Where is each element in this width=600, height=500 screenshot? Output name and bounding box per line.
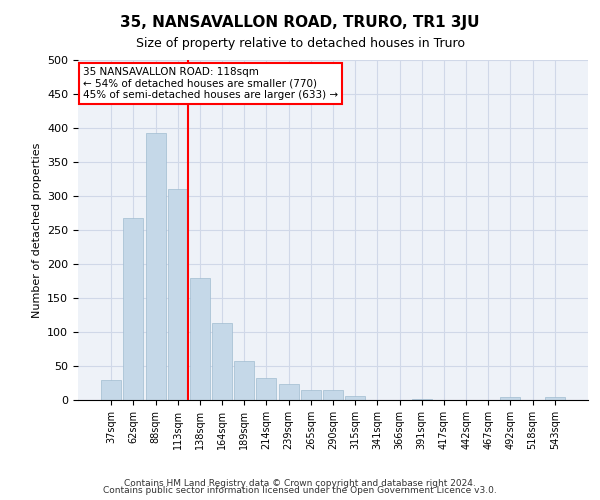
Bar — [146, 134, 166, 400]
Bar — [234, 361, 254, 400]
Bar — [256, 378, 277, 400]
Bar — [323, 390, 343, 400]
Bar — [124, 218, 143, 400]
Text: 35, NANSAVALLON ROAD, TRURO, TR1 3JU: 35, NANSAVALLON ROAD, TRURO, TR1 3JU — [120, 15, 480, 30]
Text: Contains HM Land Registry data © Crown copyright and database right 2024.: Contains HM Land Registry data © Crown c… — [124, 478, 476, 488]
Bar — [278, 384, 299, 400]
Bar — [212, 323, 232, 400]
Text: Contains public sector information licensed under the Open Government Licence v3: Contains public sector information licen… — [103, 486, 497, 495]
Y-axis label: Number of detached properties: Number of detached properties — [32, 142, 41, 318]
Bar — [545, 396, 565, 400]
Bar — [168, 189, 188, 400]
Bar — [301, 390, 321, 400]
Bar — [345, 396, 365, 400]
Text: Size of property relative to detached houses in Truro: Size of property relative to detached ho… — [136, 38, 464, 51]
Bar — [101, 380, 121, 400]
Text: 35 NANSAVALLON ROAD: 118sqm
← 54% of detached houses are smaller (770)
45% of se: 35 NANSAVALLON ROAD: 118sqm ← 54% of det… — [83, 67, 338, 100]
Bar — [500, 396, 520, 400]
Bar — [190, 278, 210, 400]
